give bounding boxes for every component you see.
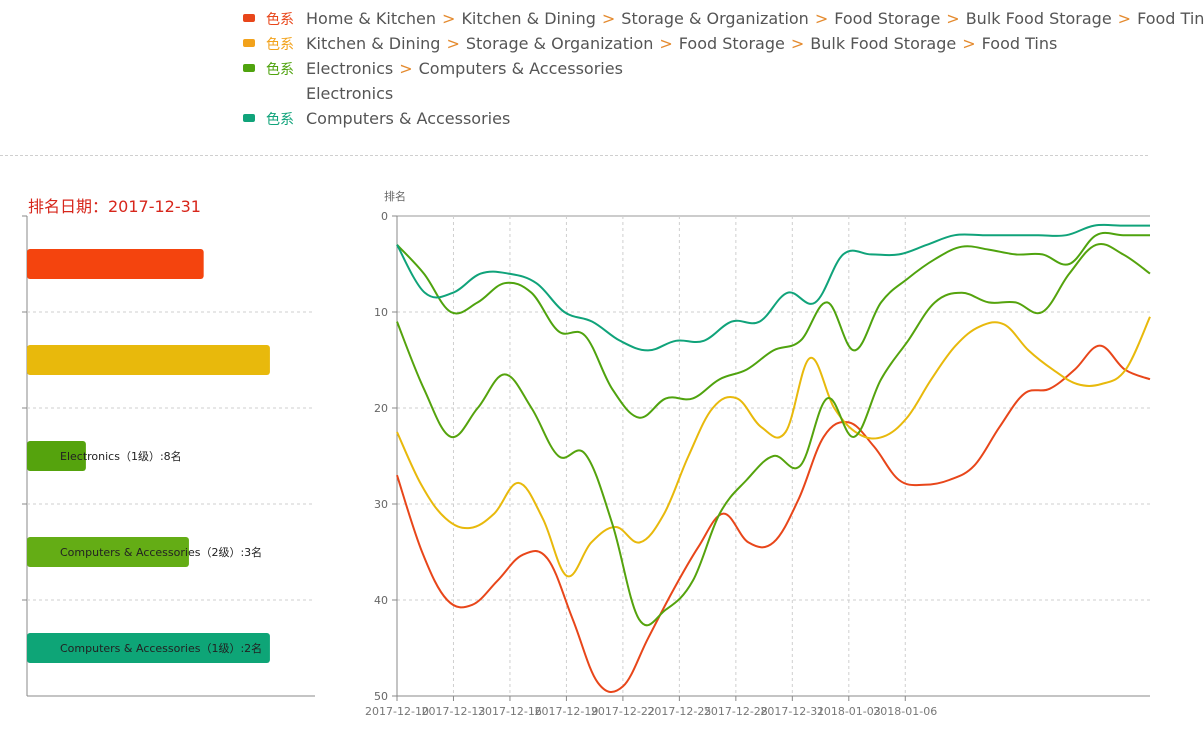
y-tick-label: 40 xyxy=(374,594,388,607)
y-axis-label: 排名 xyxy=(384,189,406,203)
x-tick-label: 2017-12-31 xyxy=(760,705,824,718)
x-tick-label: 2017-12-13 xyxy=(422,705,486,718)
x-tick-label: 2017-12-25 xyxy=(647,705,711,718)
x-tick-label: 2017-12-28 xyxy=(704,705,768,718)
x-tick-label: 2017-12-10 xyxy=(365,705,429,718)
rank-line-chart: 排名010203040502017-12-102017-12-132017-12… xyxy=(0,0,1204,732)
y-tick-label: 20 xyxy=(374,402,388,415)
y-tick-label: 50 xyxy=(374,690,388,703)
y-tick-label: 30 xyxy=(374,498,388,511)
x-tick-label: 2018-01-06 xyxy=(873,705,937,718)
x-tick-label: 2017-12-22 xyxy=(591,705,655,718)
x-tick-label: 2017-12-19 xyxy=(534,705,598,718)
y-tick-label: 10 xyxy=(374,306,388,319)
y-tick-label: 0 xyxy=(381,210,388,223)
x-tick-label: 2017-12-16 xyxy=(478,705,542,718)
x-tick-label: 2018-01-03 xyxy=(817,705,881,718)
